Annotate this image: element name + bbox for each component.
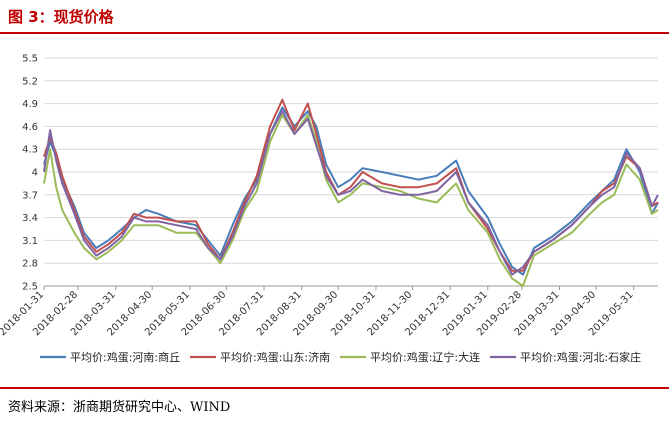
y-tick-labels: 2.5 2.8 3.1 3.4 3.7 4 4.3 4.6 4.9 5.2 5.5 xyxy=(22,54,38,293)
y-tick-label: 5.5 xyxy=(22,54,38,65)
source-note: 资料来源：浙商期货研究中心、WIND xyxy=(8,400,231,415)
y-tick-label: 2.5 xyxy=(22,282,38,293)
line-chart: 2.5 2.8 3.1 3.4 3.7 4 4.3 4.6 4.9 5.2 5.5 2018-01-… xyxy=(0,54,659,364)
y-tick-label: 3.4 xyxy=(22,213,38,224)
title-rule xyxy=(0,32,669,34)
figure-title: 图 3：现货价格 xyxy=(8,8,114,26)
series-layer xyxy=(43,98,659,287)
y-tick-label: 5.2 xyxy=(22,76,38,87)
series-line-1 xyxy=(43,106,659,276)
y-tick-label: 3.7 xyxy=(22,190,38,201)
legend-label: 平均价:鸡蛋:河北:石家庄 xyxy=(520,350,641,364)
source-rule xyxy=(0,387,669,389)
y-tick-label: 2.8 xyxy=(22,259,38,270)
grid-layer xyxy=(43,57,658,290)
series-line-4 xyxy=(43,110,659,276)
y-tick-label: 4.9 xyxy=(22,99,38,110)
y-tick-label: 3.1 xyxy=(22,236,38,247)
legend: 平均价:鸡蛋:河南:商丘 平均价:鸡蛋:山东:济南 平均价:鸡蛋:辽宁:大连 平均价:… xyxy=(40,350,641,364)
series-line-2 xyxy=(43,98,659,272)
y-tick-label: 4 xyxy=(32,168,38,179)
x-tick-labels: 2018-01-312018-02-282018-03-312018-04-30… xyxy=(0,289,636,338)
legend-label: 平均价:鸡蛋:辽宁:大连 xyxy=(370,350,480,364)
y-tick-label: 4.3 xyxy=(22,145,38,156)
legend-label: 平均价:鸡蛋:山东:济南 xyxy=(220,350,330,364)
y-tick-label: 4.6 xyxy=(22,122,38,133)
legend-label: 平均价:鸡蛋:河南:商丘 xyxy=(70,350,180,364)
series-line-3 xyxy=(43,114,659,287)
